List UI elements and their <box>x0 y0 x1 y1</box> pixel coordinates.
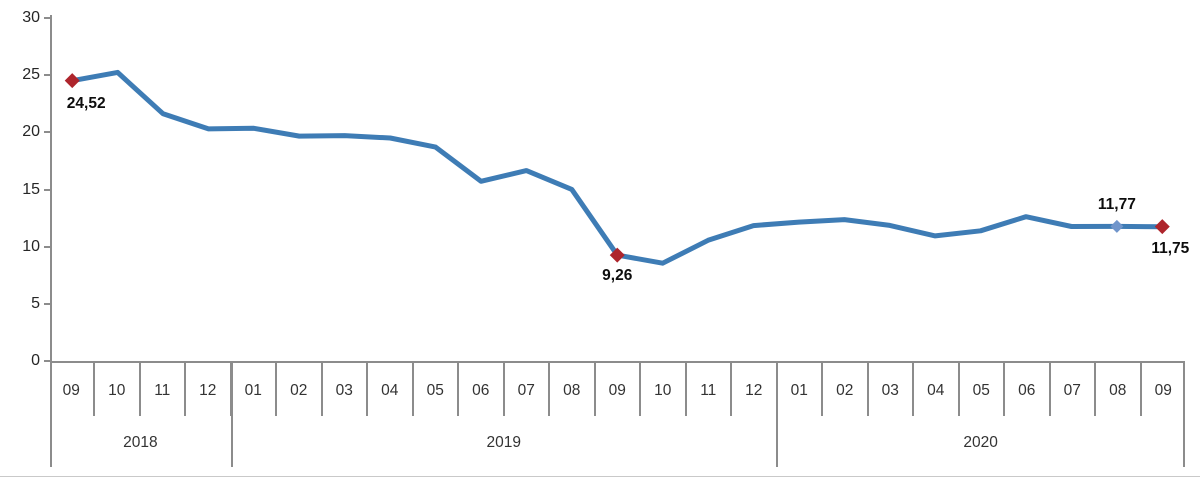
month-label: 07 <box>517 382 535 399</box>
y-axis-label: 10 <box>22 237 40 255</box>
series-polyline <box>69 69 1165 266</box>
year-separator <box>231 361 234 467</box>
y-axis-line <box>49 15 52 467</box>
year-axis-row: 2018 2019 2020 <box>50 416 1186 467</box>
month-label: 08 <box>563 382 581 399</box>
month-label: 10 <box>654 382 672 399</box>
y-axis-label: 25 <box>22 66 40 84</box>
month-cell-09: 09 <box>596 361 641 416</box>
y-axis-tick <box>43 17 50 19</box>
month-cell-07: 07 <box>1051 361 1096 416</box>
data-point-marker <box>1154 219 1170 235</box>
month-label: 06 <box>1018 382 1036 399</box>
year-label: 2020 <box>963 434 998 451</box>
month-cell-12: 12 <box>732 361 778 416</box>
month-cell-10: 10 <box>641 361 687 416</box>
month-cell-06: 06 <box>1005 361 1051 416</box>
y-axis-tick <box>43 74 50 77</box>
y-axis-label: 15 <box>22 180 40 198</box>
month-cell-03: 03 <box>869 361 914 416</box>
month-label: 01 <box>244 382 262 399</box>
month-cell-05: 05 <box>960 361 1005 416</box>
data-point-label: 11,75 <box>1151 239 1190 257</box>
month-label: 10 <box>108 382 126 399</box>
month-cell-04: 04 <box>368 361 414 416</box>
year-cell-2020: 2020 <box>776 416 1185 467</box>
y-axis-tick <box>43 245 50 248</box>
month-label: 09 <box>62 382 80 399</box>
month-label: 04 <box>381 382 399 399</box>
month-cell-01: 01 <box>232 361 277 416</box>
month-cell-03: 03 <box>323 361 368 416</box>
month-label: 05 <box>426 382 444 399</box>
month-cell-05: 05 <box>414 361 459 416</box>
month-label: 11 <box>700 382 717 399</box>
month-label: 02 <box>290 382 308 399</box>
month-label: 09 <box>1154 382 1172 399</box>
month-cell-01: 01 <box>778 361 823 416</box>
bottom-border-line <box>0 476 1200 477</box>
month-label: 02 <box>836 382 854 399</box>
month-cell-12: 12 <box>186 361 232 416</box>
month-label: 07 <box>1063 382 1081 399</box>
month-cell-02: 02 <box>277 361 323 416</box>
month-cell-09: 09 <box>1142 361 1186 416</box>
month-label: 12 <box>745 382 763 399</box>
month-cell-11: 11 <box>687 361 732 416</box>
month-cell-11: 11 <box>141 361 186 416</box>
month-label: 06 <box>472 382 490 399</box>
month-cell-07: 07 <box>505 361 550 416</box>
y-axis-label: 30 <box>22 9 40 26</box>
month-cell-02: 02 <box>823 361 869 416</box>
month-label: 09 <box>608 382 626 399</box>
year-cell-2019: 2019 <box>231 416 776 467</box>
month-label: 01 <box>790 382 808 399</box>
month-cell-06: 06 <box>459 361 505 416</box>
month-cell-04: 04 <box>914 361 960 416</box>
month-label: 08 <box>1109 382 1127 399</box>
month-cell-09: 09 <box>50 361 95 416</box>
data-point-label: 9,26 <box>602 267 633 285</box>
data-point-marker <box>1110 219 1124 233</box>
y-axis-label: 5 <box>31 294 40 312</box>
year-separator <box>1183 361 1185 467</box>
data-point-label: 24,52 <box>66 94 106 112</box>
month-cell-10: 10 <box>95 361 141 416</box>
month-label: 03 <box>881 382 899 399</box>
month-label: 11 <box>154 382 171 399</box>
y-axis-tick <box>43 131 50 134</box>
y-axis-tick <box>43 188 50 191</box>
month-axis-row: 09 10 11 12 01 02 03 04 05 06 07 08 09 10 11 12 01 02 03 04… <box>50 361 1186 416</box>
month-label: 03 <box>335 382 353 399</box>
year-label: 2018 <box>123 434 158 451</box>
year-cell-2018: 2018 <box>50 416 232 467</box>
year-label: 2019 <box>486 434 521 451</box>
month-label: 12 <box>199 382 217 399</box>
y-axis-tick <box>43 360 50 362</box>
data-point-marker <box>609 247 625 263</box>
y-axis-tick <box>43 302 50 305</box>
month-label: 04 <box>927 382 945 399</box>
year-separator <box>776 361 779 467</box>
y-axis-label: 20 <box>22 123 40 141</box>
month-cell-08: 08 <box>1096 361 1142 416</box>
month-cell-08: 08 <box>550 361 596 416</box>
data-point-marker <box>64 73 80 89</box>
x-axis-line <box>49 361 1185 363</box>
y-axis-label: 0 <box>31 352 40 369</box>
data-point-label: 11,77 <box>1097 196 1136 214</box>
month-label: 05 <box>972 382 990 399</box>
